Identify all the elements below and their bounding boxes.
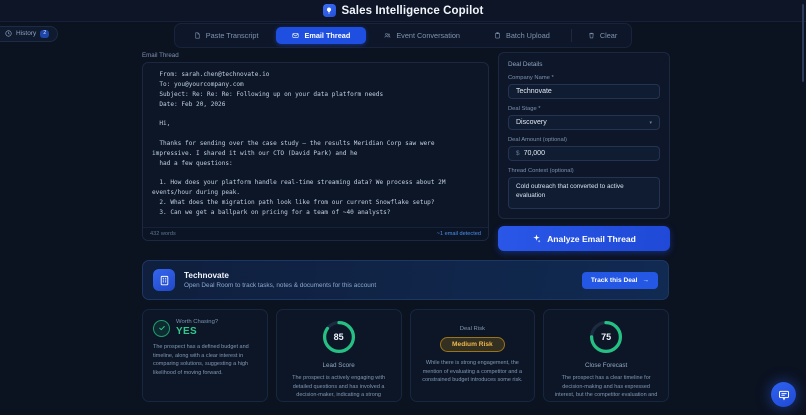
clear-label: Clear <box>599 31 618 40</box>
close-forecast-ring: 75 <box>588 319 624 355</box>
main-content: Email Thread From: sarah.chen@technovate… <box>0 4 806 251</box>
email-thread-column: Email Thread From: sarah.chen@technovate… <box>142 4 804 251</box>
trash-icon <box>589 32 594 39</box>
insight-cards: Worth Chasing? YES The prospect has a de… <box>142 309 669 402</box>
worth-chasing-question: Worth Chasing? <box>176 319 219 325</box>
clipboard-icon <box>495 32 500 39</box>
deal-stage-label: Deal Stage * <box>508 106 541 112</box>
deal-amount-group: Deal Amount (optional) $ 70,000 <box>508 137 660 161</box>
progress-ring-icon <box>590 320 623 354</box>
deal-risk-card: Deal Risk Medium Risk While there is str… <box>409 309 536 402</box>
word-count: 432 words <box>150 231 176 237</box>
chat-bubble-icon <box>778 390 789 400</box>
page-title: Sales Intelligence Copilot <box>341 4 484 17</box>
thread-context-label: Thread Context (optional) <box>508 168 574 174</box>
thread-context-group: Thread Context (optional) Cold outreach … <box>508 168 660 209</box>
worth-chasing-header: Worth Chasing? YES <box>153 319 257 337</box>
tab-email-thread[interactable]: Email Thread <box>276 27 367 44</box>
app-header: Sales Intelligence Copilot <box>0 0 806 22</box>
deal-details-column: Deal Details Company Name * Technovate D… <box>498 52 670 251</box>
company-name-group: Company Name * Technovate <box>508 75 660 99</box>
track-deal-label: Track this Deal <box>590 276 638 284</box>
chat-fab-button[interactable] <box>771 382 796 407</box>
email-thread-footer: 432 words ~1 email detected <box>143 227 488 240</box>
envelope-icon <box>292 33 300 38</box>
lead-score-description: The prospect is actively engaging with d… <box>292 375 386 401</box>
email-thread-panel: From: sarah.chen@technovate.io To: you@y… <box>142 4 804 241</box>
thread-context-input[interactable]: Cold outreach that converted to active e… <box>508 177 660 209</box>
lead-score-ring: 85 <box>321 319 357 355</box>
analyze-button-label: Analyze Email Thread <box>547 233 636 244</box>
tab-label: Email Thread <box>304 31 351 40</box>
analyze-email-thread-button[interactable]: Analyze Email Thread <box>498 226 670 251</box>
tab-divider <box>570 29 572 42</box>
close-forecast-description: The prospect has a clear timeline for de… <box>554 375 658 401</box>
deal-amount-label: Deal Amount (optional) <box>508 137 567 143</box>
tab-label: Paste Transcript <box>205 31 259 40</box>
deal-stage-group: Deal Stage * Discovery ▾ <box>508 106 660 130</box>
deal-stage-select[interactable]: Discovery ▾ <box>508 115 660 130</box>
tab-label: Batch Upload <box>506 31 550 40</box>
track-this-deal-button[interactable]: Track this Deal → <box>581 271 658 289</box>
history-count-badge: 2 <box>40 30 50 38</box>
history-label: History <box>16 30 37 38</box>
clear-button[interactable]: Clear <box>577 27 628 44</box>
lead-score-caption: Lead Score <box>322 362 355 369</box>
deal-room-company: Technovate <box>184 271 229 280</box>
history-button[interactable]: History 2 <box>0 26 59 42</box>
users-icon <box>384 33 391 38</box>
deal-details-card: Deal Details Company Name * Technovate D… <box>498 52 670 219</box>
progress-ring-icon <box>322 320 355 354</box>
brand: Sales Intelligence Copilot <box>322 4 484 17</box>
email-thread-input[interactable]: From: sarah.chen@technovate.io To: you@y… <box>152 71 446 217</box>
deal-room-subtitle: Open Deal Room to track tasks, notes & d… <box>184 282 377 289</box>
clock-icon <box>5 30 12 37</box>
sparkle-icon <box>533 234 541 243</box>
deal-risk-description: While there is strong engagement, the me… <box>422 360 523 384</box>
lead-score-value: 85 <box>333 332 344 342</box>
deal-room-texts: Technovate Open Deal Room to track tasks… <box>184 271 573 289</box>
worth-chasing-texts: Worth Chasing? YES <box>176 319 218 337</box>
worth-chasing-answer: YES <box>176 326 197 337</box>
worth-chasing-description: The prospect has a defined budget and ti… <box>153 344 249 376</box>
check-icon <box>153 319 170 337</box>
currency-icon: $ <box>516 150 520 157</box>
deal-room-banner[interactable]: Technovate Open Deal Room to track tasks… <box>142 260 669 300</box>
close-forecast-value: 75 <box>601 332 612 342</box>
tab-paste-transcript[interactable]: Paste Transcript <box>178 27 275 44</box>
close-forecast-caption: Close Forecast <box>584 362 628 369</box>
tab-event-conversation[interactable]: Event Conversation <box>368 27 476 44</box>
close-forecast-card: 75 Close Forecast The prospect has a cle… <box>543 309 669 402</box>
emails-detected: ~1 email detected <box>436 231 481 237</box>
lightbulb-icon <box>322 4 336 17</box>
deal-risk-badge: Medium Risk <box>440 337 505 353</box>
deal-amount-value: 70,000 <box>523 150 545 157</box>
deal-risk-caption: Deal Risk <box>459 326 485 333</box>
company-name-label: Company Name * <box>508 75 554 81</box>
building-icon <box>153 269 175 291</box>
tab-group: Paste Transcript Email Thread Event Conv… <box>173 23 633 48</box>
deal-details-title: Deal Details <box>508 61 543 68</box>
deal-amount-input[interactable]: $ 70,000 <box>508 146 660 161</box>
chevron-down-icon: ▾ <box>649 119 652 126</box>
lead-score-card: 85 Lead Score The prospect is actively e… <box>275 309 402 402</box>
deal-stage-value: Discovery <box>516 119 547 126</box>
email-thread-label: Email Thread <box>142 52 179 59</box>
tab-label: Event Conversation <box>396 31 460 40</box>
worth-chasing-card: Worth Chasing? YES The prospect has a de… <box>142 309 268 402</box>
tab-bar: History 2 Paste Transcript Email Thread … <box>0 22 806 49</box>
arrow-right-icon: → <box>642 276 649 284</box>
company-name-input[interactable]: Technovate <box>508 84 660 99</box>
document-icon <box>195 32 200 39</box>
tab-batch-upload[interactable]: Batch Upload <box>478 27 566 44</box>
